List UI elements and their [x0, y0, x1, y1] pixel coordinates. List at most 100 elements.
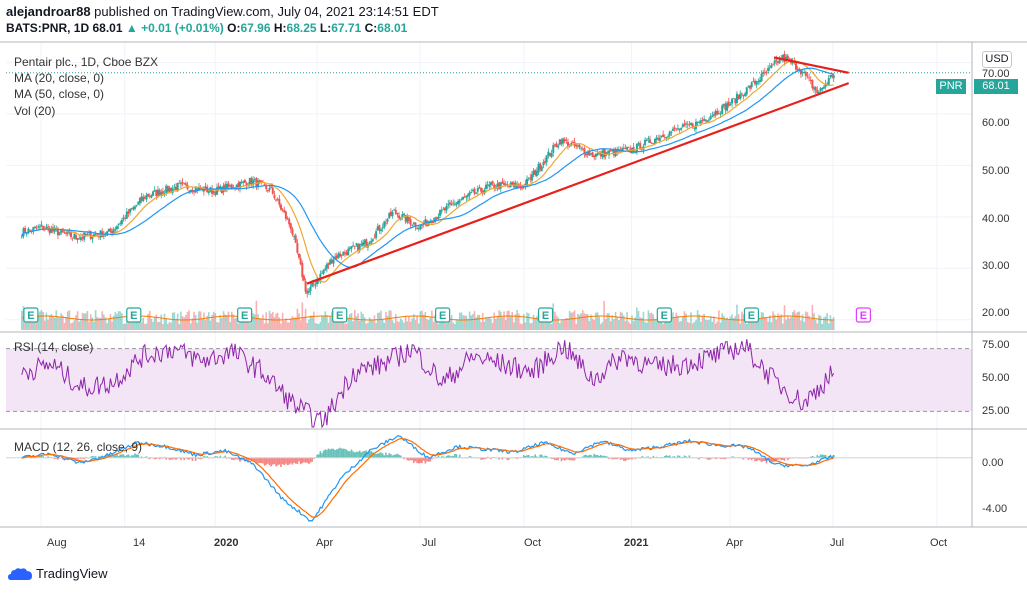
candle-body — [191, 189, 194, 192]
volume-bar — [288, 322, 290, 330]
ma50-legend[interactable]: MA (50, close, 0) — [14, 87, 105, 101]
volume-bar — [327, 322, 330, 330]
volume-bar — [111, 321, 113, 330]
candle-body — [808, 77, 811, 79]
candle-body — [480, 188, 483, 192]
volume-bar — [586, 313, 589, 330]
macd-histogram-bar — [560, 457, 563, 462]
symbol-line: BATS:PNR, 1D 68.01 ▲ +0.01 (+0.01%) O:67… — [6, 21, 407, 35]
candle-body — [294, 235, 297, 243]
volume-bar — [752, 320, 755, 330]
candle-body — [268, 188, 271, 190]
macd-histogram-bar — [527, 454, 530, 458]
volume-bar — [201, 319, 204, 330]
macd-histogram-bar — [455, 454, 458, 458]
candle-body — [289, 223, 292, 230]
volume-bar — [452, 322, 454, 330]
volume-bar — [718, 310, 720, 330]
macd-histogram-bar — [778, 457, 781, 460]
volume-bar — [727, 319, 730, 330]
price-change: +0.01 (+0.01%) — [141, 21, 224, 35]
macd-histogram-bar — [224, 455, 227, 458]
volume-bar — [65, 316, 67, 330]
tradingview-logo[interactable]: TradingView — [8, 566, 108, 581]
candle-body — [106, 231, 109, 236]
candle-body — [156, 189, 159, 196]
macd-histogram-bar — [114, 455, 117, 458]
candle-body — [389, 211, 392, 216]
macd-histogram-bar — [409, 457, 412, 461]
price-tick: 40.00 — [982, 213, 1010, 225]
macd-histogram-bar — [811, 456, 814, 458]
volume-bar — [88, 321, 90, 330]
candle-body — [111, 231, 114, 234]
candle-body — [273, 194, 276, 199]
candle-body — [258, 179, 261, 183]
volume-bar — [791, 311, 794, 330]
published-text: published on TradingView.com, July 04, 2… — [94, 4, 439, 19]
candle-body — [542, 162, 545, 166]
candle-body — [260, 180, 263, 182]
candle-body — [339, 253, 342, 257]
candle-body — [785, 57, 788, 61]
volume-bar — [595, 312, 597, 330]
volume-bar — [239, 322, 241, 330]
volume-bar — [42, 312, 44, 330]
candle-body — [371, 239, 374, 242]
macd-histogram-bar — [421, 457, 423, 464]
volume-bar — [508, 310, 510, 330]
candle-body — [819, 88, 822, 92]
main-legend-title[interactable]: Pentair plc., 1D, Cboe BZX — [14, 55, 159, 69]
macd-histogram-bar — [752, 457, 755, 459]
candle-body — [320, 272, 323, 274]
author-name[interactable]: alejandroar88 — [6, 4, 91, 19]
earnings-marker-box — [743, 307, 760, 323]
macd-histogram-bar — [818, 456, 820, 458]
volume-bar — [285, 318, 287, 330]
macd-histogram-bar — [768, 457, 771, 463]
volume-bar — [39, 311, 41, 330]
macd-histogram-bar — [80, 457, 82, 459]
candle-body — [703, 118, 706, 121]
candle-body — [749, 85, 752, 89]
volume-bar — [773, 314, 776, 330]
volume-bar — [304, 308, 307, 330]
macd-histogram-bar — [581, 456, 584, 458]
volume-bar — [450, 315, 453, 330]
volume-bar — [52, 316, 54, 330]
macd-legend[interactable]: MACD (12, 26, close, 9) — [14, 440, 143, 454]
candle-body — [744, 93, 747, 96]
candle-body — [304, 281, 307, 292]
candle-body — [498, 182, 501, 190]
volume-bar — [255, 300, 258, 330]
rsi-legend[interactable]: RSI (14, close) — [14, 340, 94, 354]
up-arrow-icon: ▲ — [125, 21, 138, 35]
candle-body — [675, 129, 678, 131]
macd-histogram-bar — [40, 455, 43, 458]
macd-histogram-bar — [303, 457, 305, 463]
candle-body — [388, 213, 391, 219]
candle-body — [647, 138, 650, 140]
currency-button[interactable]: USD — [982, 51, 1012, 68]
volume-legend[interactable]: Vol (20) — [14, 104, 56, 118]
symbol-label[interactable]: BATS:PNR, 1D — [6, 21, 90, 35]
volume-bar — [144, 323, 146, 330]
macd-tick: 0.00 — [982, 457, 1004, 469]
volume-bar — [355, 315, 358, 330]
macd-histogram-bar — [260, 457, 263, 464]
earnings-marker-box — [23, 307, 39, 323]
volume-bar — [162, 323, 164, 330]
volume-bar — [516, 310, 518, 330]
candle-body — [811, 79, 814, 89]
macd-histogram-bar — [490, 457, 492, 460]
candle-body — [791, 61, 794, 64]
volume-bar — [529, 323, 532, 330]
volume-bar — [721, 313, 723, 330]
candle-body — [363, 240, 366, 245]
macd-histogram-bar — [344, 448, 346, 458]
earnings-marker: E — [332, 307, 348, 323]
time-tick: Apr — [316, 537, 334, 549]
volume-bar — [158, 321, 161, 330]
ma20-legend[interactable]: MA (20, close, 0) — [14, 71, 105, 85]
